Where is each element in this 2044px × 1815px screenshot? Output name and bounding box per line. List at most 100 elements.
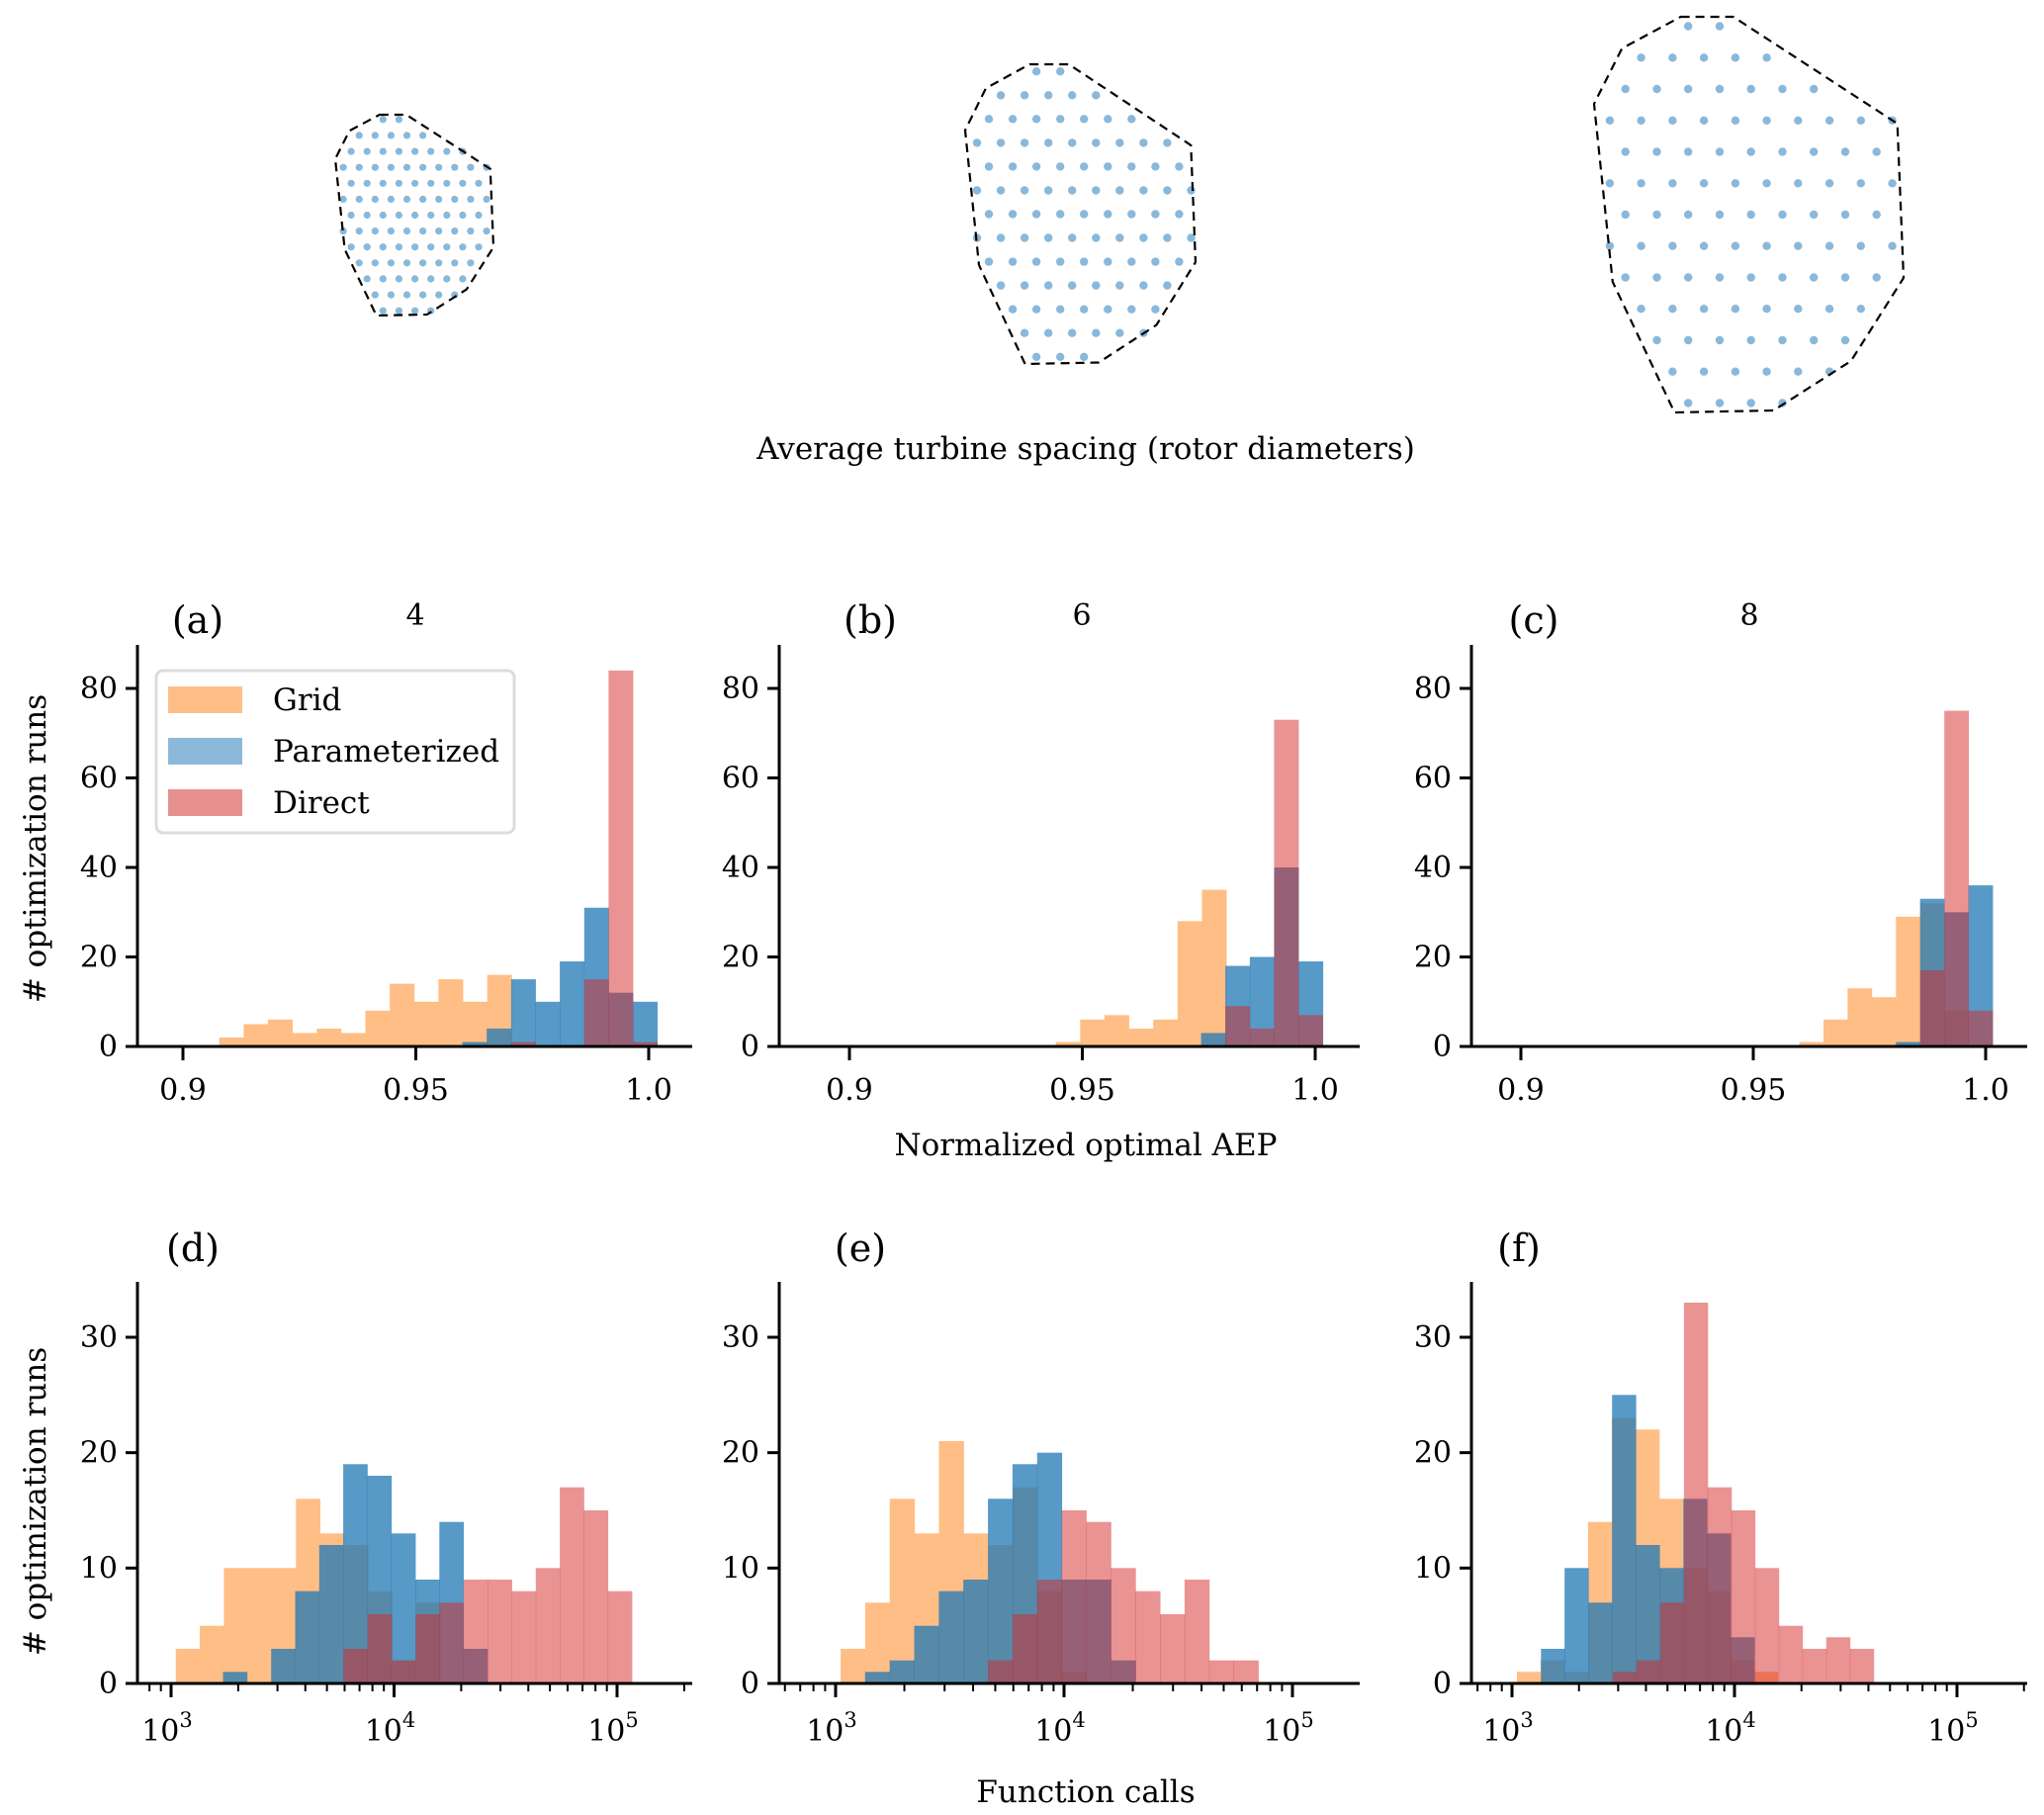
- turbine-dot: [1652, 273, 1661, 282]
- turbine-dot: [1127, 162, 1136, 171]
- histogram-bar-direct: [367, 1614, 393, 1683]
- turbine-dot: [371, 259, 379, 267]
- turbine-dot: [1115, 328, 1124, 337]
- histogram-bar-direct: [633, 1042, 658, 1046]
- turbine-dot: [1731, 305, 1740, 314]
- turbine-dot: [363, 243, 371, 251]
- histogram-bar-direct: [511, 1590, 537, 1683]
- turbine-dot: [1668, 305, 1677, 314]
- x-tick-label: 105: [587, 1708, 639, 1749]
- histogram-bar-direct: [1184, 1580, 1210, 1683]
- turbine-dot: [1668, 367, 1677, 376]
- histogram-bar-direct: [1849, 1649, 1875, 1683]
- turbine-dot: [1810, 335, 1819, 345]
- turbine-dot: [371, 163, 379, 171]
- turbine-dot: [411, 211, 419, 220]
- turbine-dot: [379, 307, 387, 315]
- histogram-bar-direct: [1707, 1487, 1733, 1683]
- histogram-bar-parameterized: [1612, 1395, 1637, 1683]
- legend-frame: [154, 669, 516, 835]
- turbine-dot: [984, 115, 994, 124]
- turbine-dot: [483, 195, 490, 203]
- turbine-dot: [395, 211, 402, 220]
- histogram-bar-direct: [1249, 1028, 1275, 1046]
- turbine-dot: [1840, 335, 1850, 345]
- histogram-bar-grid: [247, 1568, 273, 1683]
- histogram-bar-parameterized: [914, 1625, 939, 1683]
- turbine-dot: [1810, 210, 1819, 220]
- y-tick-label: 40: [80, 851, 118, 885]
- histogram-bar-direct: [1944, 710, 1969, 1046]
- turbine-dot: [1715, 399, 1725, 408]
- histogram-bar-parameterized: [988, 1498, 1014, 1683]
- x-tick-label: 103: [806, 1708, 857, 1749]
- histogram-bar-grid: [219, 1038, 244, 1047]
- turbine-dot: [1684, 399, 1693, 408]
- turbine-dot: [427, 211, 435, 220]
- turbine-dot: [1068, 328, 1077, 337]
- turbine-dot: [339, 195, 347, 203]
- histogram-bar-grid: [175, 1649, 201, 1683]
- turbine-dot: [1127, 257, 1136, 266]
- turbine-dot: [1794, 241, 1803, 250]
- y-tick-label: 30: [722, 1320, 759, 1355]
- turbine-dot: [339, 227, 347, 235]
- turbine-dot: [1762, 53, 1771, 62]
- turbine-dot: [1115, 138, 1124, 147]
- turbine-dot: [395, 147, 402, 155]
- histogram-bar-direct: [1274, 719, 1299, 1046]
- turbine-dot: [1794, 116, 1803, 126]
- turbine-dot: [1031, 257, 1041, 266]
- turbine-dot: [1080, 305, 1089, 314]
- turbine-dot: [347, 243, 355, 251]
- turbine-dot: [1824, 116, 1834, 126]
- turbine-dot: [1856, 179, 1866, 188]
- turbine-dot: [1056, 67, 1065, 76]
- histogram-bar-grid: [365, 1010, 391, 1046]
- histogram-bar-direct: [1160, 1614, 1186, 1683]
- histogram-bar-parameterized: [1896, 1042, 1921, 1046]
- turbine-dot: [1104, 257, 1112, 266]
- farm-boundary: [1592, 15, 1906, 414]
- histogram-bar-direct: [1683, 1303, 1709, 1683]
- histogram-bar-direct: [1208, 1660, 1235, 1683]
- turbine-dot: [402, 195, 411, 203]
- turbine-dot: [355, 227, 363, 235]
- histogram-bar-grid: [1871, 997, 1897, 1046]
- histogram-bar-direct: [415, 1614, 440, 1683]
- y-tick-label: 20: [1414, 1436, 1452, 1471]
- series-direct: [343, 1487, 633, 1683]
- turbine-dot: [1031, 67, 1041, 76]
- turbine-dot: [1008, 210, 1018, 219]
- turbine-dot: [1139, 233, 1148, 242]
- turbine-dot: [467, 259, 475, 267]
- turbine-dot: [1778, 273, 1787, 282]
- turbine-dot: [1020, 281, 1029, 290]
- y-tick-label: 10: [1414, 1551, 1452, 1586]
- turbine-dot: [1621, 273, 1630, 282]
- turbine-dot: [411, 179, 419, 187]
- turbine-dot: [1080, 210, 1089, 219]
- x-tick-label: 0.95: [1721, 1073, 1787, 1108]
- histogram-bar-parameterized: [487, 1028, 512, 1046]
- turbine-dot: [1715, 335, 1725, 345]
- histogram-bar-grid: [1055, 1042, 1081, 1046]
- y-tick-label: 40: [1414, 851, 1452, 885]
- x-tick-label: 0.9: [1497, 1073, 1545, 1108]
- turbine-dot: [1684, 22, 1693, 31]
- turbine-dot: [387, 259, 395, 267]
- turbine-dot: [1778, 84, 1787, 94]
- turbine-dot: [1175, 162, 1184, 171]
- turbine-dot: [1715, 22, 1725, 31]
- histogram-bar-direct: [1612, 1672, 1638, 1683]
- turbine-dot: [1139, 186, 1148, 195]
- turbine-dot: [1840, 147, 1850, 156]
- turbine-dot: [459, 179, 467, 187]
- turbine-dot: [1163, 281, 1172, 290]
- histogram-bar-parameterized: [271, 1649, 296, 1683]
- turbine-dot: [1151, 257, 1160, 266]
- turbine-dot: [1668, 53, 1677, 62]
- turbine-dot: [1715, 147, 1725, 156]
- histogram-bar-direct: [535, 1568, 561, 1683]
